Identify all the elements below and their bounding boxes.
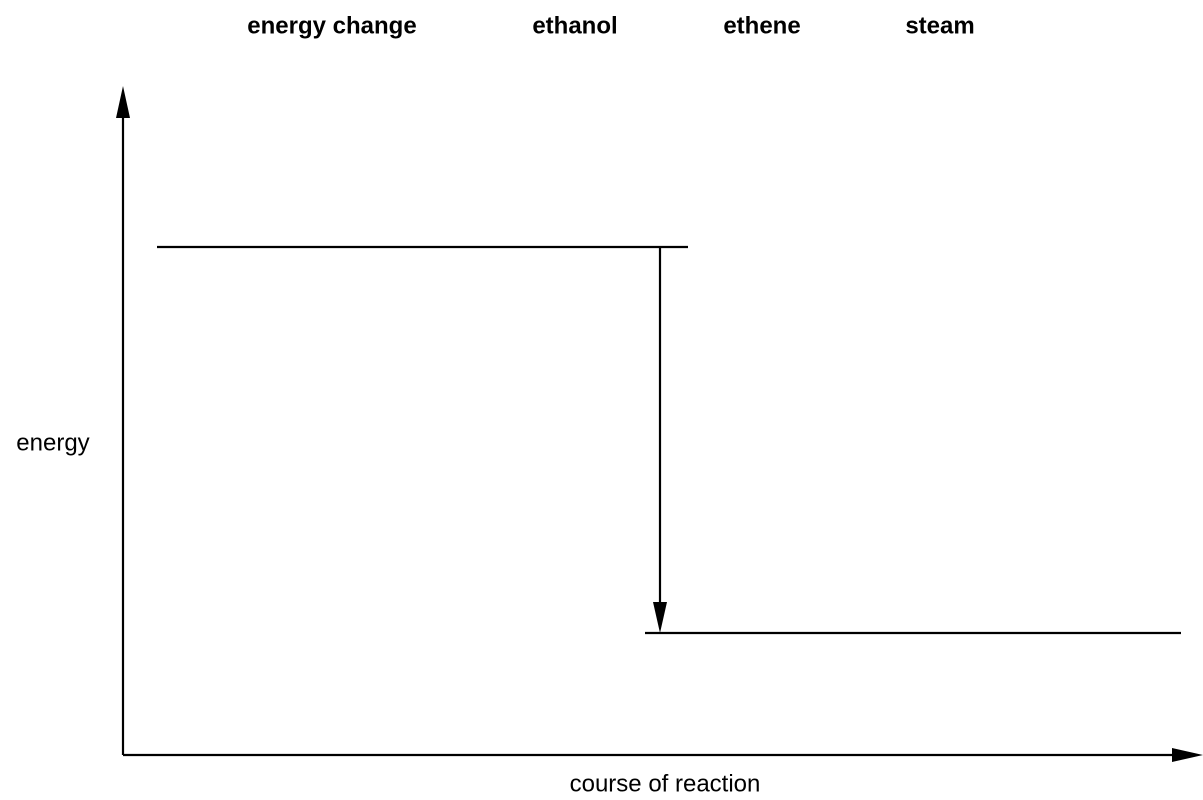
word-option: steam: [905, 12, 974, 39]
word-option: ethene: [723, 12, 800, 39]
x-axis-label: course of reaction: [570, 770, 761, 797]
energy-change-arrowhead: [653, 602, 667, 633]
y-axis-arrowhead: [116, 86, 130, 118]
y-axis-label: energy: [16, 429, 89, 456]
word-option: ethanol: [532, 12, 617, 39]
x-axis-arrowhead: [1172, 748, 1203, 762]
word-option: energy change: [247, 12, 416, 39]
